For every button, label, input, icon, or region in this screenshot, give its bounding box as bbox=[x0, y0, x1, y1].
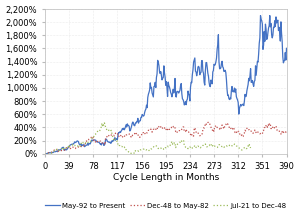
Jul-21 to Dec-48 bbox=[113, 137, 117, 139]
Legend: May-92 to Present, Dec-48 to May-82, Jul-21 to Dec-48: May-92 to Present, Dec-48 to May-82, Jul… bbox=[42, 200, 289, 211]
Dec-48 to May-82 bbox=[98, 139, 101, 142]
X-axis label: Cycle Length in Months: Cycle Length in Months bbox=[112, 173, 219, 182]
Jul-21 to Dec-48 bbox=[221, 145, 224, 148]
Dec-48 to May-82 bbox=[206, 121, 209, 123]
Line: Jul-21 to Dec-48: Jul-21 to Dec-48 bbox=[45, 123, 250, 154]
Dec-48 to May-82 bbox=[271, 126, 275, 129]
Line: May-92 to Present: May-92 to Present bbox=[45, 16, 286, 154]
May-92 to Present bbox=[43, 152, 47, 155]
Dec-48 to May-82 bbox=[44, 153, 47, 155]
May-92 to Present bbox=[121, 127, 124, 130]
Jul-21 to Dec-48 bbox=[103, 122, 106, 124]
Jul-21 to Dec-48 bbox=[43, 152, 47, 155]
Jul-21 to Dec-48 bbox=[46, 153, 49, 156]
Dec-48 to May-82 bbox=[285, 129, 288, 131]
Dec-48 to May-82 bbox=[43, 152, 47, 155]
Line: Dec-48 to May-82: Dec-48 to May-82 bbox=[45, 122, 286, 154]
May-92 to Present bbox=[268, 14, 272, 17]
Jul-21 to Dec-48 bbox=[249, 147, 252, 149]
Dec-48 to May-82 bbox=[246, 126, 249, 129]
May-92 to Present bbox=[256, 60, 259, 63]
May-92 to Present bbox=[285, 47, 288, 50]
Jul-21 to Dec-48 bbox=[70, 144, 74, 147]
May-92 to Present bbox=[200, 59, 204, 62]
Dec-48 to May-82 bbox=[121, 135, 124, 138]
Jul-21 to Dec-48 bbox=[157, 147, 160, 150]
May-92 to Present bbox=[44, 153, 47, 156]
Dec-48 to May-82 bbox=[200, 132, 204, 135]
May-92 to Present bbox=[98, 141, 101, 144]
May-92 to Present bbox=[271, 34, 275, 36]
Jul-21 to Dec-48 bbox=[173, 142, 177, 144]
Jul-21 to Dec-48 bbox=[156, 147, 160, 149]
May-92 to Present bbox=[245, 90, 249, 92]
Dec-48 to May-82 bbox=[256, 131, 260, 134]
